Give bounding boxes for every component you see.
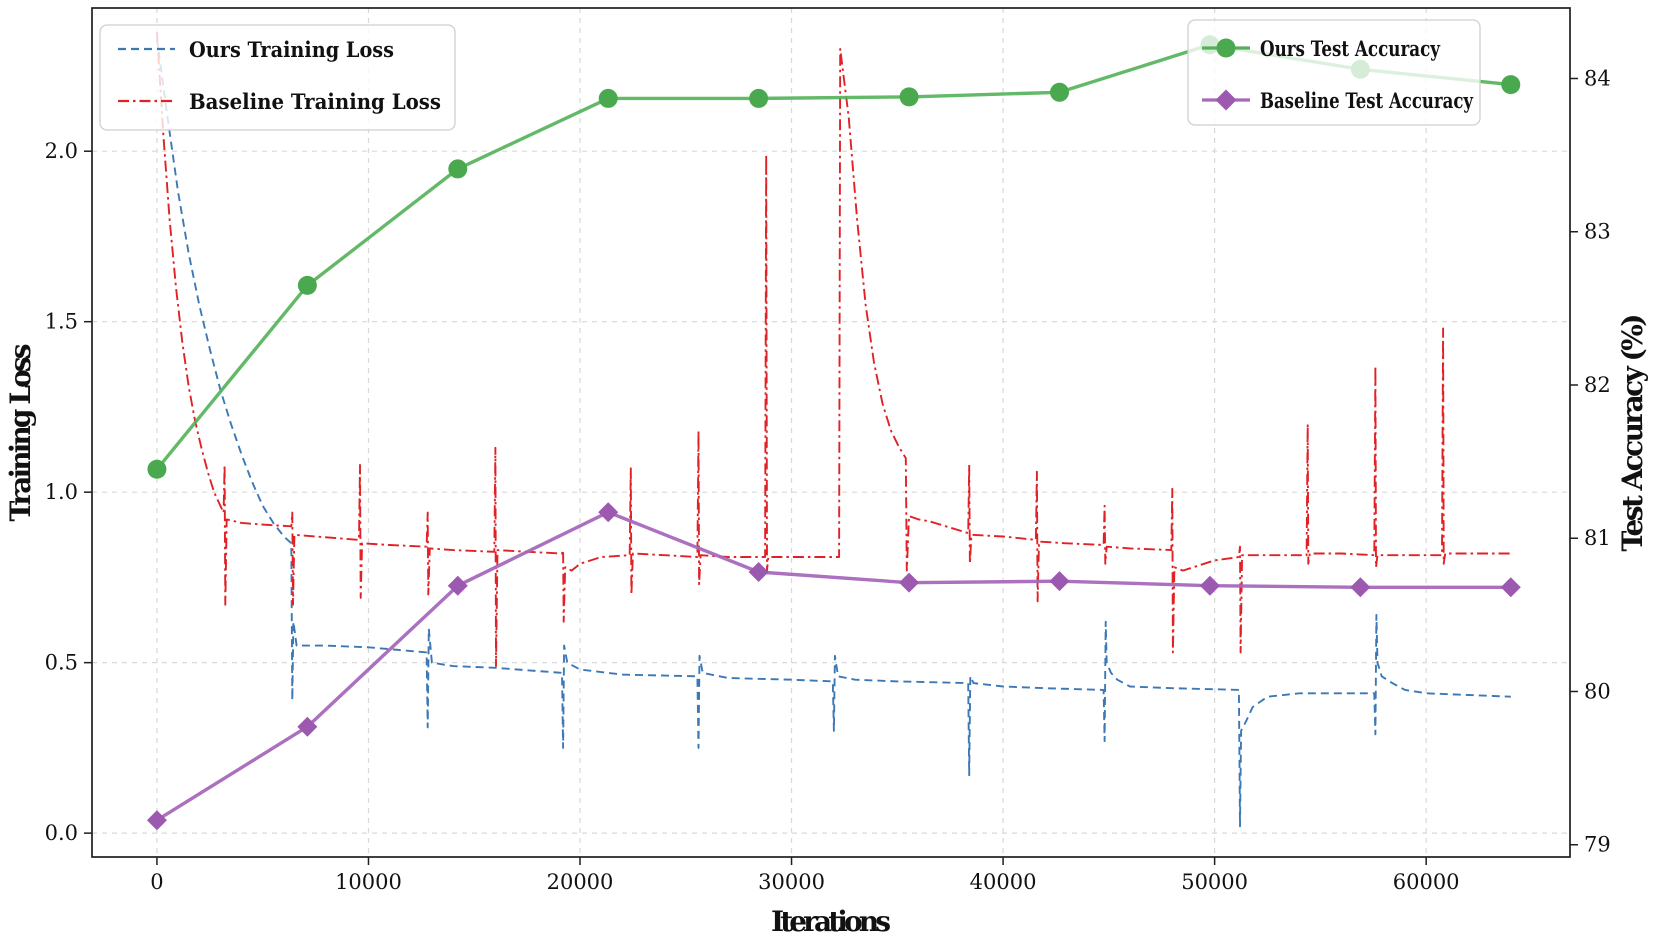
y-axis-left: 0.0 0.5 1.0 1.5 2.0 Training Loss [4, 139, 92, 845]
legend-test-accuracy: Ours Test Accuracy Baseline Test Accuracy [1187, 19, 1481, 126]
x-tick-label: 10000 [335, 870, 402, 894]
y-left-tick-label: 2.0 [45, 139, 78, 163]
y-right-tick-label: 83 [1584, 220, 1611, 244]
plot-border [91, 7, 1571, 858]
diamond-marker [297, 716, 318, 737]
y-right-tick-label: 80 [1584, 679, 1611, 703]
diamond-marker [1049, 571, 1070, 592]
legend-label: Ours Test Accuracy [1260, 36, 1441, 61]
y-axis-right: 79 80 81 82 83 84 Test Accuracy (%) [1570, 66, 1649, 857]
diamond-marker [146, 810, 167, 831]
x-tick-label: 40000 [970, 870, 1037, 894]
grid-lines [92, 8, 1570, 857]
x-axis: 0 10000 20000 30000 40000 50000 60000 Iteration… [150, 857, 1460, 938]
y-left-tick-label: 1.0 [45, 480, 78, 504]
diamond-marker [1500, 577, 1521, 598]
ours-training-loss-line [155, 38, 1511, 828]
y-right-tick-label: 82 [1584, 373, 1611, 397]
x-tick-label: 0 [150, 870, 163, 894]
legend-label: Baseline Training Loss [189, 89, 441, 114]
circle-marker [297, 275, 317, 295]
x-tick-label: 20000 [547, 870, 614, 894]
diamond-marker [447, 575, 468, 596]
y-left-axis-title: Training Loss [4, 344, 37, 522]
loss-curve-baseline [155, 31, 1511, 668]
diamond-marker [1350, 577, 1371, 598]
circle-marker [448, 159, 468, 179]
circle-marker [1050, 82, 1070, 102]
y-left-tick-label: 0.0 [45, 821, 78, 845]
baseline-test-accuracy-line [156, 510, 1511, 822]
circle-marker [749, 88, 769, 108]
x-axis-title: Iterations [771, 905, 891, 938]
diamond-marker [899, 572, 920, 593]
legend-box [1187, 19, 1481, 126]
diamond-marker [1199, 575, 1220, 596]
y-left-tick-label: 0.5 [45, 651, 78, 675]
x-tick-label: 50000 [1181, 870, 1248, 894]
y-right-tick-label: 84 [1584, 66, 1611, 90]
x-tick-label: 60000 [1393, 870, 1460, 894]
legend-circle-marker [1216, 38, 1236, 58]
legend-label: Ours Training Loss [189, 37, 394, 62]
circle-marker [899, 87, 919, 107]
diamond-marker [598, 502, 619, 523]
y-right-tick-label: 81 [1584, 526, 1611, 550]
legend-box [99, 24, 456, 131]
circle-marker [147, 459, 167, 479]
x-tick-label: 30000 [758, 870, 825, 894]
y-right-tick-label: 79 [1584, 833, 1611, 857]
loss-curve-ours [155, 38, 1511, 828]
legend-training-loss: Ours Training Loss Baseline Training Loss [99, 24, 456, 131]
legend-diamond-marker [1215, 89, 1237, 111]
legend-label: Baseline Test Accuracy [1260, 88, 1474, 113]
circle-marker [1501, 75, 1521, 95]
diamond-marker [748, 561, 769, 582]
baseline-training-loss-line [155, 31, 1511, 668]
circle-marker [598, 88, 618, 108]
y-left-tick-label: 1.5 [45, 310, 78, 334]
accuracy-curve-baseline [146, 502, 1521, 831]
y-right-axis-title: Test Accuracy (%) [1616, 314, 1649, 552]
